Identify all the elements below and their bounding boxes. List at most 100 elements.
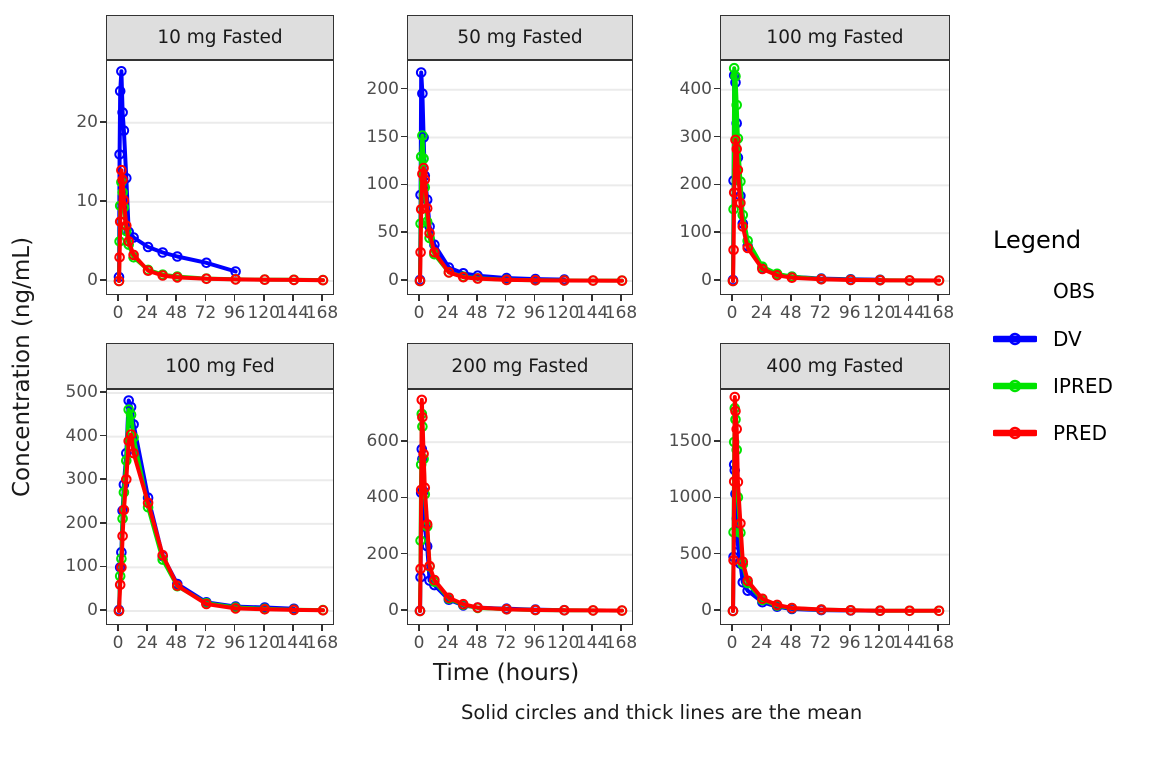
x-tick-mark xyxy=(819,625,822,631)
legend-entry-ipred: IPRED xyxy=(993,362,1151,409)
x-tick-label: 120 xyxy=(547,633,580,653)
x-tick-mark xyxy=(907,625,910,631)
x-tick-mark xyxy=(504,295,507,301)
x-tick-mark xyxy=(591,625,593,631)
y-tick-mark xyxy=(100,565,106,568)
x-tick-mark xyxy=(848,295,851,301)
facet-strip-100-mg-fed: 100 mg Fed xyxy=(106,343,334,389)
y-tick-mark xyxy=(401,183,407,186)
x-tick-label: 168 xyxy=(921,303,955,323)
x-tick-label: 96 xyxy=(838,303,861,323)
x-tick-label: 120 xyxy=(547,303,580,323)
facet-plot-10-mg-fasted xyxy=(106,60,334,295)
x-tick-mark xyxy=(117,295,119,301)
x-tick-label: 120 xyxy=(862,303,896,323)
legend-subtitle-obs: OBS xyxy=(1053,279,1095,303)
y-tick-label: 200 xyxy=(679,174,712,195)
x-tick-mark xyxy=(262,625,265,631)
x-tick-mark xyxy=(262,295,265,301)
x-tick-mark xyxy=(878,625,880,631)
x-tick-label: 24 xyxy=(136,303,158,323)
y-axis-title: Concentration (ng/mL) xyxy=(9,236,35,498)
x-tick-label: 24 xyxy=(750,633,773,653)
y-tick-mark xyxy=(714,609,720,611)
y-tick-label: 10 xyxy=(76,190,98,211)
x-tick-label: 48 xyxy=(165,303,188,323)
x-tick-label: 72 xyxy=(194,633,217,653)
x-tick-label: 144 xyxy=(892,303,925,323)
x-tick-label: 48 xyxy=(465,633,488,653)
x-tick-label: 0 xyxy=(112,633,124,653)
y-tick-mark xyxy=(401,279,407,281)
facet-plot-400-mg-fasted xyxy=(720,389,950,625)
series-line-pred xyxy=(418,166,624,283)
series-line-pred xyxy=(117,432,325,613)
x-tick-label: 48 xyxy=(465,303,488,323)
legend-entry-pred: PRED xyxy=(993,409,1151,456)
x-tick-label: 24 xyxy=(136,633,158,653)
x-tick-label: 168 xyxy=(305,303,339,323)
x-tick-mark xyxy=(292,295,294,301)
series-line-pred xyxy=(731,137,941,283)
y-tick-mark xyxy=(401,496,407,499)
y-tick-label: 100 xyxy=(65,556,98,577)
legend-key-dv-icon xyxy=(993,332,1037,345)
x-tick-label: 96 xyxy=(523,303,546,323)
x-tick-mark xyxy=(204,295,207,301)
y-tick-label: 100 xyxy=(679,222,712,243)
y-tick-mark xyxy=(100,522,106,524)
facet-plot-100-mg-fasted xyxy=(720,60,950,295)
x-tick-mark xyxy=(418,295,420,301)
facet-chart-400-mg-fasted xyxy=(721,391,949,617)
legend-entry-label: PRED xyxy=(1053,420,1107,445)
y-tick-mark xyxy=(714,552,720,555)
x-tick-label: 0 xyxy=(726,633,738,653)
x-tick-label: 168 xyxy=(604,633,638,653)
x-tick-mark xyxy=(233,625,236,631)
x-tick-label: 48 xyxy=(780,633,802,653)
x-tick-mark xyxy=(819,295,822,301)
y-tick-mark xyxy=(714,87,720,90)
x-tick-mark xyxy=(760,295,763,301)
y-tick-mark xyxy=(100,391,106,393)
y-tick-mark xyxy=(714,135,720,138)
x-tick-label: 24 xyxy=(437,633,459,653)
x-tick-mark xyxy=(591,295,593,301)
x-tick-mark xyxy=(878,295,880,301)
legend-key-pred-icon xyxy=(993,426,1037,439)
x-tick-label: 0 xyxy=(726,303,738,323)
y-tick-mark xyxy=(401,135,407,138)
x-tick-mark xyxy=(292,625,294,631)
y-tick-label: 200 xyxy=(366,78,399,99)
x-tick-mark xyxy=(533,295,536,301)
x-tick-label: 96 xyxy=(523,633,546,653)
x-tick-label: 24 xyxy=(437,303,459,323)
y-tick-mark xyxy=(714,440,720,442)
x-tick-mark xyxy=(146,625,148,631)
legend-entry-label: IPRED xyxy=(1053,373,1113,398)
x-axis-title: Time (hours) xyxy=(433,660,580,686)
x-tick-label: 0 xyxy=(413,303,425,323)
y-tick-label: 600 xyxy=(366,431,399,452)
y-tick-label: 0 xyxy=(87,270,98,290)
x-tick-mark xyxy=(233,295,236,301)
x-tick-mark xyxy=(562,625,565,631)
facet-plot-200-mg-fasted xyxy=(407,389,633,625)
series-line-ipred xyxy=(418,411,624,613)
y-tick-label: 500 xyxy=(679,543,712,564)
y-tick-label: 20 xyxy=(76,111,98,132)
x-tick-label: 72 xyxy=(809,633,832,653)
y-tick-label: 400 xyxy=(65,425,98,446)
x-tick-mark xyxy=(620,625,622,631)
y-tick-label: 50 xyxy=(377,222,399,243)
x-tick-label: 168 xyxy=(921,633,955,653)
facet-chart-100-mg-fasted xyxy=(721,62,949,287)
x-tick-label: 72 xyxy=(494,303,517,323)
facet-strip-10-mg-fasted: 10 mg Fasted xyxy=(106,15,334,60)
y-tick-mark xyxy=(714,231,720,233)
series-line-dv xyxy=(117,69,238,279)
series-line-pred xyxy=(418,397,624,613)
x-tick-mark xyxy=(907,295,910,301)
y-tick-mark xyxy=(714,183,720,186)
